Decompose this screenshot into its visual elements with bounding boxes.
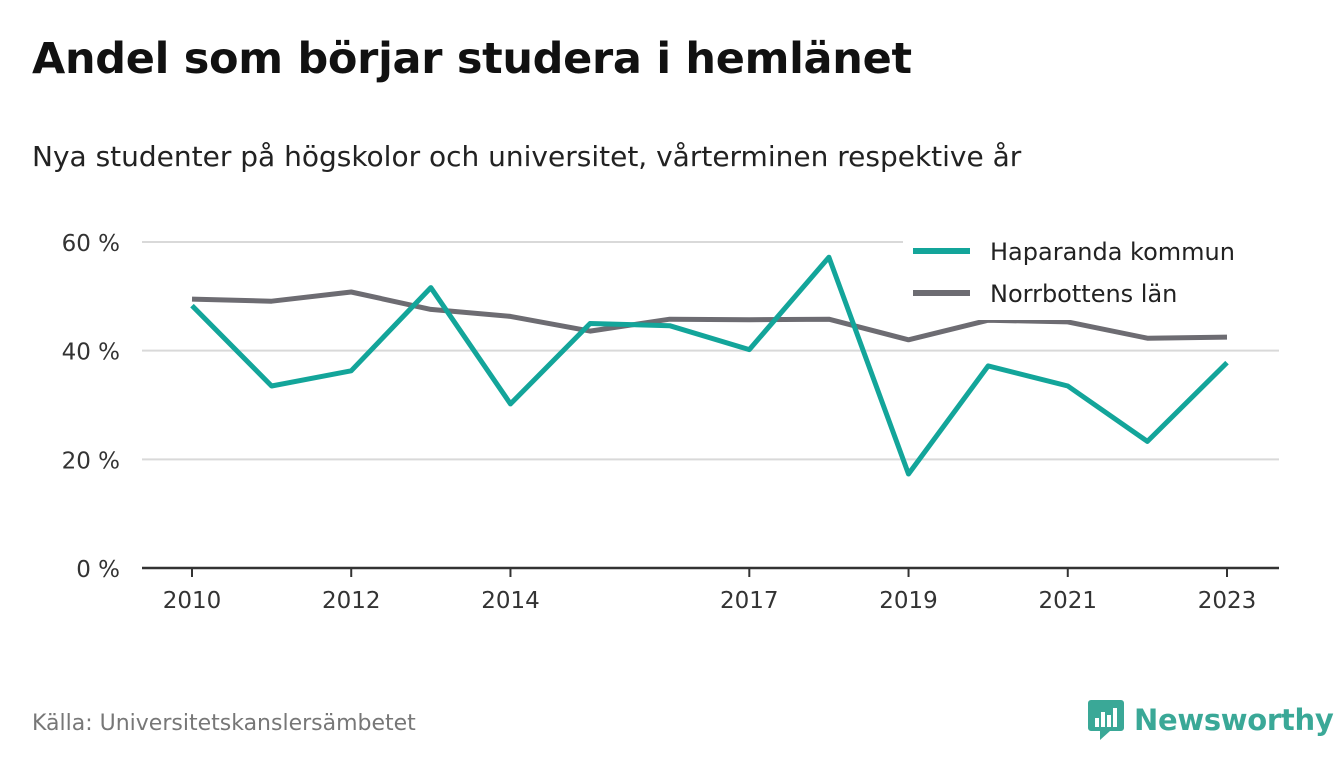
legend-background <box>903 228 1279 320</box>
source-note: Källa: Universitetskanslersämbetet <box>32 711 416 736</box>
legend-label-haparanda: Haparanda kommun <box>990 238 1235 266</box>
x-tick-label: 2019 <box>879 588 938 614</box>
newsworthy-logo-icon <box>1088 700 1124 740</box>
series-line-haparanda <box>190 254 1229 477</box>
brand-name: Newsworthy <box>1134 703 1334 737</box>
y-tick-label: 60 % <box>62 231 120 257</box>
brand-logo: Newsworthy <box>1088 698 1334 742</box>
chart-subtitle: Nya studenter på högskolor och universit… <box>32 140 1022 173</box>
y-tick-label: 0 % <box>76 557 120 583</box>
series-line-norrbotten <box>191 289 1228 343</box>
x-tick-label: 2017 <box>720 588 779 614</box>
x-tick-label: 2010 <box>163 588 222 614</box>
x-tick-label: 2012 <box>322 588 381 614</box>
y-tick-label: 20 % <box>62 448 120 474</box>
chart-title: Andel som börjar studera i hemlänet <box>32 34 912 84</box>
x-tick-label: 2021 <box>1038 588 1097 614</box>
x-tick-label: 2023 <box>1198 588 1257 614</box>
legend-label-norrbotten: Norrbottens län <box>990 280 1177 308</box>
y-tick-label: 40 % <box>62 340 120 366</box>
x-tick-label: 2014 <box>481 588 540 614</box>
